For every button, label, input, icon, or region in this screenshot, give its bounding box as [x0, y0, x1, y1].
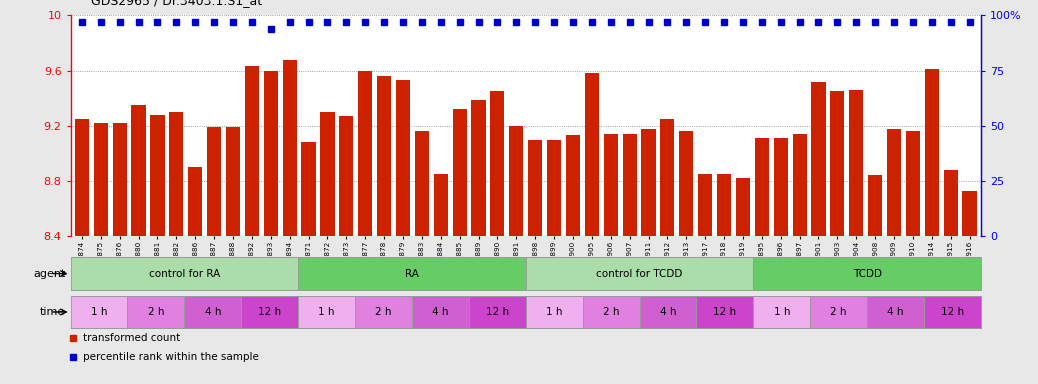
Text: 2 h: 2 h — [830, 307, 847, 317]
Bar — [71, 257, 298, 290]
Bar — [128, 296, 185, 328]
Bar — [510, 126, 523, 384]
Bar — [453, 109, 467, 384]
Bar — [773, 138, 788, 384]
Text: 1 h: 1 h — [773, 307, 790, 317]
Text: 1 h: 1 h — [319, 307, 335, 317]
Bar — [471, 99, 486, 384]
Text: 4 h: 4 h — [660, 307, 676, 317]
Text: 12 h: 12 h — [940, 307, 964, 317]
Bar — [282, 60, 297, 384]
Bar — [241, 296, 298, 328]
Bar — [696, 296, 754, 328]
Bar — [185, 296, 241, 328]
Bar — [490, 91, 504, 384]
Bar — [71, 296, 128, 328]
Text: 2 h: 2 h — [376, 307, 391, 317]
Text: 2 h: 2 h — [147, 307, 164, 317]
Bar — [623, 134, 636, 384]
Text: 12 h: 12 h — [713, 307, 736, 317]
Text: 4 h: 4 h — [432, 307, 448, 317]
Bar — [358, 71, 373, 384]
Bar — [415, 131, 429, 384]
Bar — [925, 69, 939, 384]
Bar — [298, 257, 526, 290]
Bar — [754, 296, 811, 328]
Text: TCDD: TCDD — [852, 268, 881, 279]
Text: transformed count: transformed count — [83, 333, 181, 343]
Text: agent: agent — [33, 268, 65, 279]
Bar — [151, 115, 165, 384]
Bar — [298, 296, 355, 328]
Bar — [395, 80, 410, 384]
Bar — [264, 71, 278, 384]
Bar — [755, 138, 769, 384]
Text: 1 h: 1 h — [546, 307, 563, 317]
Bar — [469, 296, 526, 328]
Bar — [944, 170, 958, 384]
Bar — [377, 76, 391, 384]
Bar — [566, 136, 580, 384]
Bar — [924, 296, 981, 328]
Bar — [93, 123, 108, 384]
Bar — [526, 296, 582, 328]
Text: 1 h: 1 h — [90, 307, 107, 317]
Bar — [660, 119, 675, 384]
Bar — [641, 129, 656, 384]
Bar — [434, 174, 447, 384]
Bar — [582, 296, 639, 328]
Bar — [604, 134, 618, 384]
Bar — [207, 127, 221, 384]
Bar — [355, 296, 412, 328]
Bar — [584, 73, 599, 384]
Bar — [830, 91, 845, 384]
Text: GDS2965 / Dr.3403.1.S1_at: GDS2965 / Dr.3403.1.S1_at — [91, 0, 263, 7]
Bar — [245, 66, 258, 384]
Bar — [812, 82, 825, 384]
Bar — [679, 131, 693, 384]
Bar — [112, 123, 127, 384]
Bar — [717, 174, 731, 384]
Text: RA: RA — [405, 268, 419, 279]
Bar — [547, 139, 562, 384]
Bar — [811, 296, 867, 328]
Bar — [736, 178, 750, 384]
Bar — [849, 90, 864, 384]
Text: 12 h: 12 h — [258, 307, 281, 317]
Bar — [526, 257, 754, 290]
Text: 4 h: 4 h — [204, 307, 221, 317]
Bar — [962, 190, 977, 384]
Bar — [169, 112, 184, 384]
Bar — [226, 127, 240, 384]
Bar — [793, 134, 807, 384]
Bar — [886, 129, 901, 384]
Text: time: time — [40, 307, 65, 317]
Bar — [321, 112, 334, 384]
Bar — [906, 131, 920, 384]
Text: percentile rank within the sample: percentile rank within the sample — [83, 352, 260, 362]
Bar — [75, 119, 89, 384]
Bar — [301, 142, 316, 384]
Bar — [868, 175, 882, 384]
Bar — [412, 296, 469, 328]
Text: control for RA: control for RA — [148, 268, 220, 279]
Bar — [339, 116, 353, 384]
Bar — [528, 139, 542, 384]
Bar — [699, 174, 712, 384]
Text: 4 h: 4 h — [887, 307, 904, 317]
Bar — [188, 167, 202, 384]
Bar — [639, 296, 696, 328]
Text: 12 h: 12 h — [486, 307, 509, 317]
Bar — [754, 257, 981, 290]
Bar — [867, 296, 924, 328]
Text: 2 h: 2 h — [603, 307, 620, 317]
Text: control for TCDD: control for TCDD — [597, 268, 683, 279]
Bar — [132, 105, 145, 384]
